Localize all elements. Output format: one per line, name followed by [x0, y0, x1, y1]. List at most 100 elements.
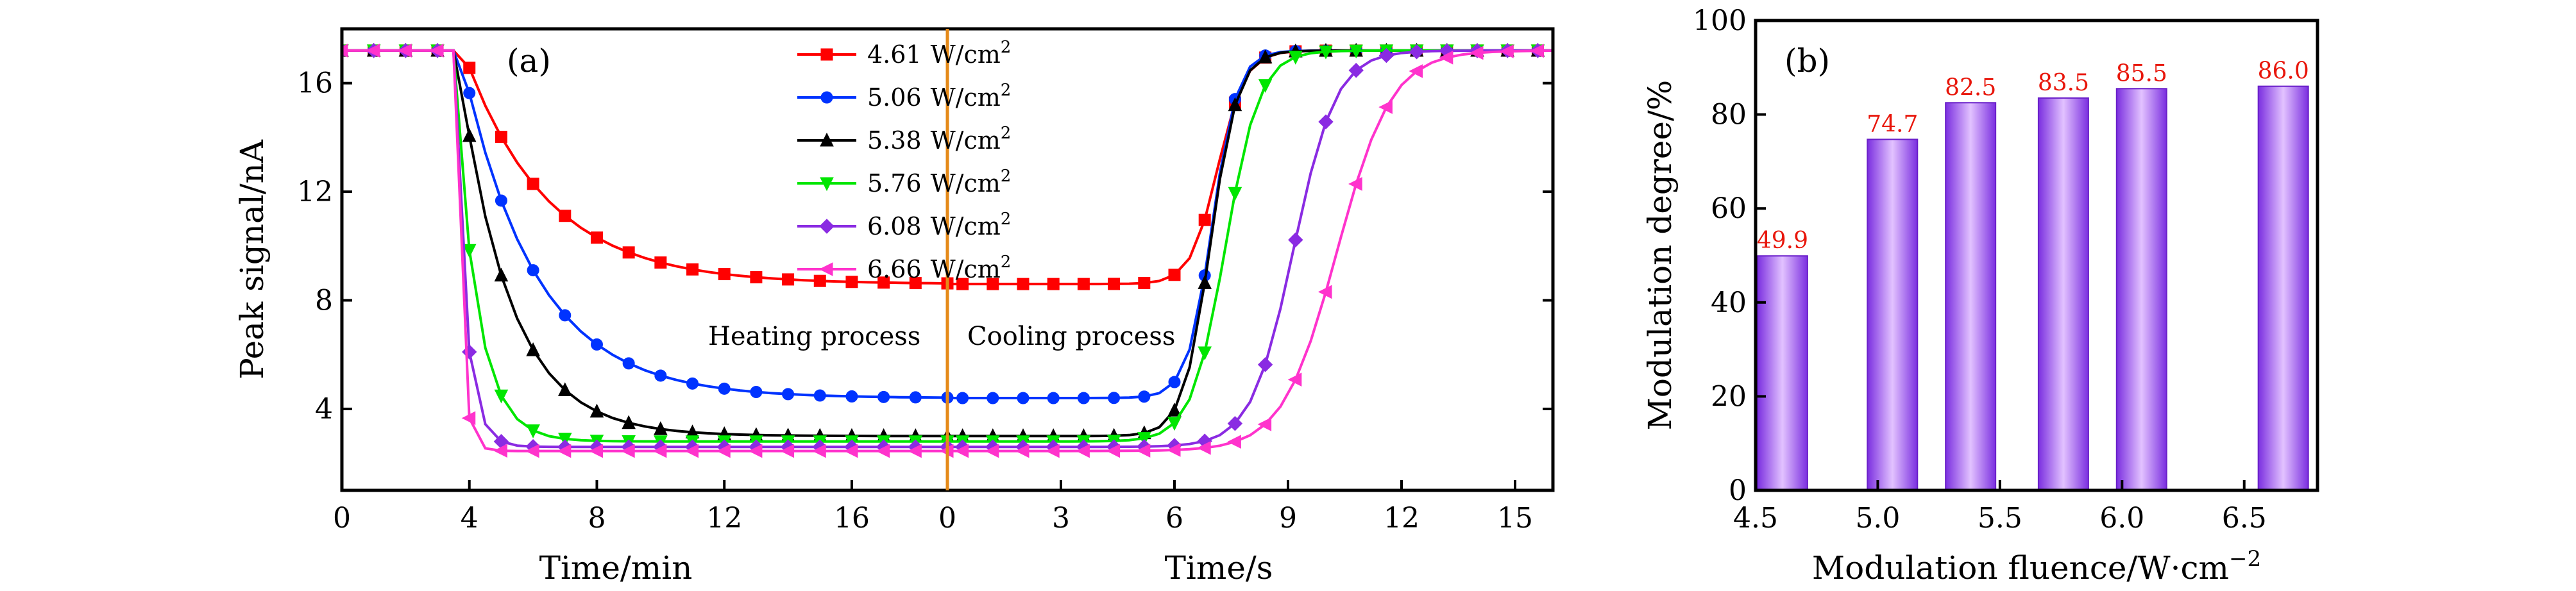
chart-a-point [1348, 63, 1364, 78]
chart-a-xtick-label-cooling: 0 [938, 502, 956, 535]
chart-a-legend-sup: 2 [1001, 38, 1012, 57]
chart-a-point [1257, 417, 1272, 431]
chart-a-point [1439, 51, 1453, 65]
chart-a-legend-unit: W/cm [931, 169, 1001, 197]
chart-a-point [876, 444, 890, 458]
chart-a-legend-marker [820, 177, 834, 192]
chart-a-point [1348, 177, 1362, 191]
chart-a-point [1197, 440, 1211, 455]
chart-a-point [877, 276, 890, 289]
chart-b-bar [1945, 102, 1997, 491]
chart-a-legend-item: 5.06 W/cm2 [797, 81, 1011, 112]
chart-a-point [654, 421, 668, 435]
chart-a-point [1076, 444, 1090, 458]
chart-b-bar-label: 85.5 [2116, 60, 2167, 87]
chart-a-ticks: 4 8 12 16 0 4 8 12 16 0 3 6 9 12 15 [297, 67, 1553, 535]
chart-a-point [718, 382, 731, 395]
chart-a-point [559, 309, 572, 322]
chart-a-point [1047, 392, 1060, 404]
chart-a-point [463, 62, 476, 74]
chart-a-legend-label: 5.06 W/cm2 [867, 81, 1011, 112]
chart-a-xtick-label-heating: 8 [588, 502, 606, 535]
chart-a-legend-sup: 2 [1001, 253, 1012, 272]
chart-a-ylabel: Peak signal/nA [233, 139, 271, 379]
chart-b-bar [1756, 255, 1808, 491]
chart-a-legend-unit: W/cm [931, 126, 1001, 154]
chart-a-legend-sup: 2 [1001, 81, 1012, 100]
chart-a-point [956, 278, 969, 290]
chart-a-point [684, 444, 699, 458]
chart-b-ytick-label: 40 [1711, 287, 1747, 319]
chart-a-legend-label: 6.08 W/cm2 [867, 210, 1011, 240]
chart-a-point [654, 256, 667, 269]
chart-a-point [429, 44, 444, 58]
chart-a-point [909, 277, 922, 290]
chart-a-point [622, 357, 635, 370]
chart-a-xtick-label-cooling: 15 [1497, 502, 1533, 535]
chart-b-ytick-label: 100 [1693, 4, 1747, 37]
chart-a-point [1500, 44, 1514, 58]
chart-a-point [461, 411, 476, 426]
chart-a-ytick-label: 4 [315, 393, 333, 426]
chart-a-point [1168, 376, 1181, 388]
chart-a-point [843, 444, 858, 458]
chart-a-point [495, 194, 507, 207]
chart-a-point [812, 444, 826, 458]
chart-b-xtick-label: 4.5 [1733, 502, 1778, 535]
chart-a-point [590, 338, 603, 351]
chart-a-point [1167, 417, 1182, 431]
chart-a-point [621, 444, 635, 458]
chart-a-point [1015, 444, 1030, 458]
chart-a-point [877, 390, 890, 403]
chart-a-point [1138, 390, 1151, 403]
chart-a-point [1228, 97, 1242, 112]
chart-a-point [1077, 392, 1090, 404]
chart-a-point [493, 444, 507, 458]
chart-a-point [1227, 415, 1243, 431]
chart-b-bar-label: 82.5 [1945, 74, 1996, 101]
chart-a-legend-marker [820, 132, 834, 147]
chart-a-point [782, 388, 795, 401]
chart-a-legend-value: 6.08 [867, 212, 922, 240]
chart-a-point [1258, 79, 1273, 93]
chart-a-legend-value: 4.61 [867, 40, 922, 69]
chart-a-point [750, 385, 763, 398]
chart-a-legend-sup: 2 [1001, 167, 1012, 186]
chart-a-point [559, 210, 572, 222]
chart-a-point [622, 246, 635, 259]
chart-a-legend-item: 5.76 W/cm2 [797, 167, 1011, 197]
chart-a-point [462, 128, 477, 142]
chart-a-point [1288, 232, 1303, 247]
chart-a-point [495, 131, 507, 144]
chart-a-point [652, 444, 667, 458]
chart-a-legend-value: 6.66 [867, 255, 922, 283]
chart-a-point [557, 382, 572, 396]
chart-a-point [527, 264, 539, 277]
chart-a-point [494, 267, 509, 282]
chart-a-point [1017, 392, 1030, 404]
chart-a-legend-unit: W/cm [931, 255, 1001, 283]
chart-a-cooling-annotation: Cooling process [967, 322, 1175, 351]
chart-a-point [748, 444, 763, 458]
chart-a-xlabel-cooling: Time/s [1165, 549, 1273, 587]
chart-a-point [954, 444, 969, 458]
chart-a-point [1530, 44, 1544, 58]
chart-a-point [589, 403, 604, 418]
chart-a-point [462, 244, 477, 258]
chart-a-xtick-label-cooling: 9 [1279, 502, 1297, 535]
chart-a-xtick-label-heating: 12 [706, 502, 742, 535]
chart-a-ytick-label: 16 [297, 67, 333, 100]
chart-a-point [1349, 44, 1364, 59]
chart-a-point [956, 392, 969, 404]
chart-a-point [718, 268, 731, 281]
chart-a-point [1409, 44, 1425, 60]
chart-b-bar [2037, 97, 2089, 491]
chart-a-point [557, 444, 572, 458]
chart-a-point [526, 424, 540, 438]
chart-a-point [1136, 444, 1151, 458]
chart-a-point [589, 444, 603, 458]
chart-a-panel-label: (a) [507, 42, 551, 79]
chart-a-point [1137, 432, 1151, 446]
chart-a-legend-value: 5.06 [867, 83, 922, 112]
chart-a-legend-label: 5.76 W/cm2 [867, 167, 1011, 197]
